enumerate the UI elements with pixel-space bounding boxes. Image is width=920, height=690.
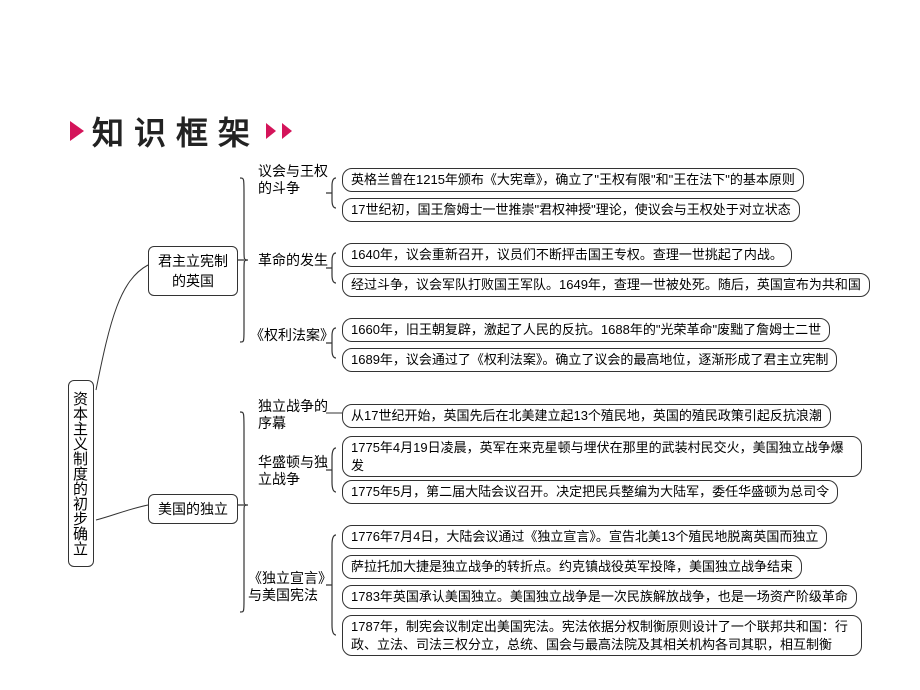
uk-g3-leaf-1: 1689年，议会通过了《权利法案》。确立了议会的最高地位，逐渐形成了君主立宪制 — [342, 348, 837, 372]
uk-g1-leaf-1: 17世纪初，国王詹姆士一世推崇"君权神授"理论，使议会与王权处于对立状态 — [342, 198, 800, 222]
us-g3-leaf-3: 1787年，制宪会议制定出美国宪法。宪法依据分权制衡原则设计了一个联邦共和国：行… — [342, 615, 862, 656]
uk-group-1-label: 议会与王权的斗争 — [258, 163, 338, 197]
header-arrow-left-icon — [70, 121, 84, 141]
us-g3-leaf-1: 萨拉托加大捷是独立战争的转折点。约克镇战役英军投降，美国独立战争结束 — [342, 555, 802, 579]
us-g3-leaf-0: 1776年7月4日，大陆会议通过《独立宣言》。宣告北美13个殖民地脱离英国而独立 — [342, 525, 827, 549]
us-g2-leaf-0: 1775年4月19日凌晨，英军在来克星顿与埋伏在那里的武装村民交火，美国独立战争… — [342, 436, 862, 477]
uk-group-3-label: 《权利法案》 — [250, 327, 334, 344]
us-g2-leaf-1: 1775年5月，第二届大陆会议召开。决定把民兵整编为大陆军，委任华盛顿为总司令 — [342, 480, 838, 504]
us-g1-leaf-0: 从17世纪开始，英国先后在北美建立起13个殖民地，英国的殖民政策引起反抗浪潮 — [342, 404, 831, 428]
us-group-2-label: 华盛顿与独立战争 — [258, 454, 330, 488]
page-header: 知识框架 — [70, 108, 292, 154]
header-arrow-right2-icon — [282, 123, 292, 139]
page-title: 知识框架 — [92, 108, 260, 154]
header-arrow-right1-icon — [266, 123, 276, 139]
uk-g2-leaf-0: 1640年，议会重新召开，议员们不断抨击国王专权。查理一世挑起了内战。 — [342, 243, 792, 267]
uk-g3-leaf-0: 1660年，旧王朝复辟，激起了人民的反抗。1688年的"光荣革命"废黜了詹姆士二… — [342, 318, 830, 342]
branch-us: 美国的独立 — [148, 494, 238, 524]
uk-group-2-label: 革命的发生 — [258, 252, 328, 269]
us-g3-leaf-2: 1783年英国承认美国独立。美国独立战争是一次民族解放战争，也是一场资产阶级革命 — [342, 585, 857, 609]
us-group-1-label: 独立战争的序幕 — [258, 398, 330, 432]
branch-uk: 君主立宪制的英国 — [148, 246, 238, 296]
mindmap-root: 资本主义制度的初步确立 — [68, 380, 94, 567]
uk-g1-leaf-0: 英格兰曾在1215年颁布《大宪章》，确立了"王权有限"和"王在法下"的基本原则 — [342, 168, 804, 192]
us-group-3-label: 《独立宣言》与美国宪法 — [248, 570, 338, 604]
uk-g2-leaf-1: 经过斗争，议会军队打败国王军队。1649年，查理一世被处死。随后，英国宣布为共和… — [342, 273, 870, 297]
